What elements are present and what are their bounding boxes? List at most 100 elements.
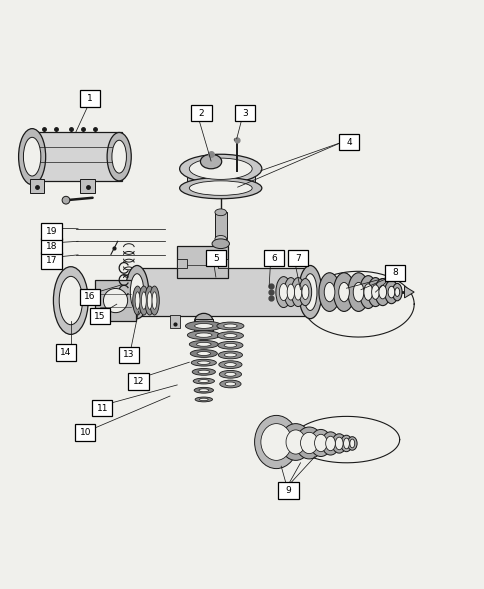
Bar	[287, 250, 308, 266]
Ellipse shape	[141, 292, 146, 309]
Ellipse shape	[198, 389, 208, 392]
Ellipse shape	[189, 340, 218, 348]
Ellipse shape	[214, 236, 226, 242]
Ellipse shape	[321, 432, 338, 455]
Text: 11: 11	[96, 403, 108, 413]
Ellipse shape	[392, 283, 401, 301]
Ellipse shape	[343, 438, 348, 449]
Bar	[75, 424, 95, 441]
Ellipse shape	[194, 388, 213, 393]
Text: 10: 10	[79, 428, 91, 437]
FancyBboxPatch shape	[30, 133, 121, 181]
Bar	[169, 315, 179, 328]
Ellipse shape	[338, 282, 348, 302]
Ellipse shape	[387, 286, 394, 298]
Ellipse shape	[301, 284, 308, 300]
Bar	[41, 253, 61, 269]
Bar	[41, 238, 61, 254]
Ellipse shape	[291, 277, 304, 307]
Ellipse shape	[216, 322, 243, 330]
Ellipse shape	[197, 361, 210, 365]
Ellipse shape	[194, 313, 212, 329]
Ellipse shape	[53, 267, 88, 335]
Ellipse shape	[214, 209, 226, 216]
Ellipse shape	[347, 436, 356, 450]
Ellipse shape	[130, 274, 144, 310]
Ellipse shape	[384, 280, 397, 304]
Ellipse shape	[363, 284, 372, 300]
Ellipse shape	[367, 277, 382, 307]
Ellipse shape	[179, 177, 261, 198]
Ellipse shape	[59, 276, 82, 325]
Bar	[41, 223, 61, 240]
Ellipse shape	[23, 137, 41, 176]
Text: 6: 6	[271, 254, 276, 263]
Ellipse shape	[300, 432, 318, 454]
Ellipse shape	[260, 423, 291, 461]
Bar	[234, 105, 255, 121]
Ellipse shape	[193, 378, 214, 384]
Bar	[119, 347, 139, 363]
Text: 13: 13	[123, 350, 135, 359]
Ellipse shape	[223, 324, 237, 328]
Text: 3: 3	[242, 108, 247, 118]
Ellipse shape	[125, 266, 149, 319]
Ellipse shape	[191, 359, 216, 366]
Bar	[194, 319, 212, 331]
Ellipse shape	[295, 427, 322, 459]
Ellipse shape	[318, 273, 339, 312]
Ellipse shape	[62, 196, 70, 204]
Ellipse shape	[349, 439, 354, 448]
Ellipse shape	[187, 331, 220, 339]
Text: 15: 15	[94, 312, 106, 321]
Ellipse shape	[371, 285, 378, 299]
Ellipse shape	[217, 332, 243, 339]
Bar	[128, 373, 149, 390]
Ellipse shape	[197, 352, 210, 355]
Ellipse shape	[333, 273, 354, 312]
Bar	[30, 180, 44, 193]
Ellipse shape	[340, 435, 351, 452]
Bar	[136, 268, 310, 316]
Text: 4: 4	[346, 138, 351, 147]
Ellipse shape	[112, 140, 126, 173]
Text: 2: 2	[198, 108, 204, 118]
Ellipse shape	[394, 288, 399, 296]
Text: 14: 14	[60, 348, 72, 357]
Ellipse shape	[374, 279, 390, 306]
Text: 19: 19	[45, 227, 57, 236]
Bar	[80, 289, 100, 305]
Bar	[80, 91, 100, 107]
Ellipse shape	[324, 282, 334, 302]
Ellipse shape	[299, 279, 311, 306]
Bar	[186, 169, 254, 188]
Ellipse shape	[219, 380, 241, 388]
Ellipse shape	[225, 382, 235, 386]
Ellipse shape	[107, 133, 131, 181]
Ellipse shape	[294, 284, 301, 300]
Ellipse shape	[314, 434, 326, 452]
Ellipse shape	[310, 429, 331, 456]
Ellipse shape	[133, 286, 142, 315]
Bar	[191, 105, 211, 121]
Bar	[278, 482, 298, 498]
Text: 7: 7	[295, 254, 301, 263]
Ellipse shape	[150, 286, 159, 315]
Ellipse shape	[135, 292, 140, 309]
Ellipse shape	[194, 324, 212, 337]
Ellipse shape	[275, 277, 291, 307]
Ellipse shape	[284, 277, 297, 307]
Ellipse shape	[224, 334, 237, 337]
Ellipse shape	[334, 437, 342, 450]
Ellipse shape	[190, 350, 217, 358]
Ellipse shape	[224, 343, 236, 347]
Ellipse shape	[145, 286, 154, 315]
Bar	[338, 134, 358, 150]
Ellipse shape	[179, 154, 261, 183]
Ellipse shape	[279, 283, 287, 300]
Ellipse shape	[352, 282, 363, 302]
Bar	[263, 250, 284, 266]
Ellipse shape	[195, 397, 212, 402]
Ellipse shape	[18, 128, 45, 185]
Polygon shape	[404, 286, 413, 298]
